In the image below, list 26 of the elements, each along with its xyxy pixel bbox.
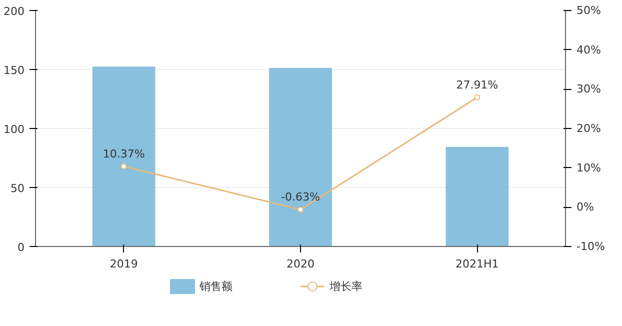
bar: [269, 68, 332, 246]
y2-tick-label: 30%: [576, 82, 601, 96]
data-label: 27.91%: [456, 78, 498, 92]
y2-tick-label: 0%: [576, 200, 594, 214]
point: [120, 163, 127, 170]
data-label: -0.63%: [281, 190, 320, 204]
point: [474, 94, 480, 100]
legend-label: 增长率: [328, 280, 362, 293]
bar: [446, 146, 509, 246]
y2-tick-label: 40%: [576, 43, 601, 56]
bar: [92, 66, 156, 246]
x-tick-label: 2019: [110, 258, 138, 270]
legend-label: 销售额: [198, 280, 232, 293]
x-tick-label: 2020: [286, 258, 315, 270]
y2-tick-label: 20%: [576, 122, 601, 135]
y-tick-label: 0: [18, 241, 24, 254]
y-tick-label: 100: [4, 123, 25, 136]
data-label: 10.37%: [102, 147, 145, 160]
y2-tick-label: -10%: [576, 240, 605, 253]
y-tick-label: 200: [4, 5, 25, 18]
point: [298, 206, 304, 213]
x-tick-label: 2021H1: [456, 258, 499, 270]
y-tick-label: 150: [4, 64, 25, 77]
y2-tick-label: 50%: [576, 4, 601, 17]
y2-tick-label: 10%: [576, 161, 601, 174]
y-tick-label: 50: [10, 182, 25, 195]
